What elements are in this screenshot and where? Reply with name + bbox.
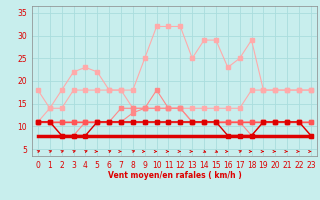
X-axis label: Vent moyen/en rafales ( km/h ): Vent moyen/en rafales ( km/h ) [108,171,241,180]
